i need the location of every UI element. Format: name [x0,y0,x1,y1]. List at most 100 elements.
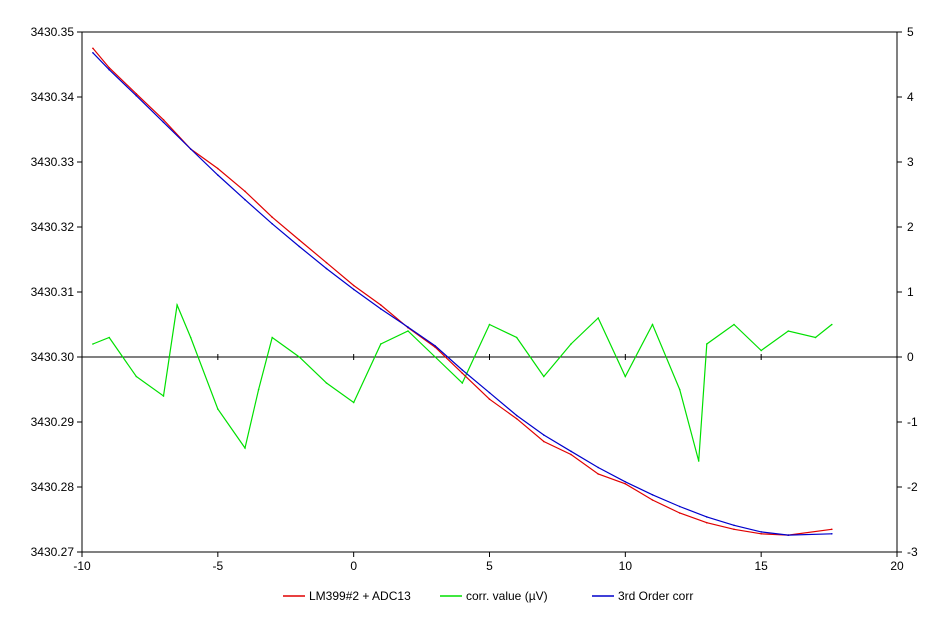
data-point [706,521,708,524]
data-point [787,330,790,332]
legend-label: 3rd Order corr [618,589,693,603]
data-point [831,533,833,535]
data-point [515,336,518,339]
data-point [831,323,833,326]
y2-tick-label: -2 [907,480,918,494]
data-point [461,369,464,371]
data-point [352,401,355,404]
data-point [217,167,219,170]
data-point [733,524,735,527]
data-point [271,223,274,225]
data-point [92,52,94,54]
data-point [434,345,437,347]
y-tick-label: 3430.29 [31,415,75,429]
data-point [651,499,654,501]
data-point [257,388,260,391]
data-point [176,304,178,306]
data-point [217,174,219,176]
data-point [189,148,192,150]
data-point [325,261,328,264]
data-point [651,323,654,326]
data-point [244,447,246,449]
data-point [162,395,165,397]
y2-tick-label: -3 [907,545,918,559]
data-point [108,336,110,339]
y2-tick-label: 0 [907,350,914,364]
data-point [298,245,301,248]
data-point [624,481,627,483]
y2-tick-label: 1 [907,285,914,299]
data-point [298,239,301,241]
axes: -10 -5 0 5 10 15 203430.273430.283430.293430.3… [31,25,918,573]
data-point [352,288,355,291]
data-point [697,460,700,462]
series-line [92,302,833,462]
legend-label: LM399#2 + ADC13 [309,589,411,603]
data-point [515,417,518,420]
y2-tick-label: 2 [907,220,914,234]
data-point [814,336,817,339]
data-point [135,375,138,378]
data-point [244,190,246,193]
data-point [651,494,654,496]
data-point [733,323,735,326]
data-point [380,343,382,345]
data-point [189,336,192,339]
data-point [570,453,572,456]
x-tick-label: 10 [619,559,633,573]
x-tick-label: -5 [212,559,223,573]
data-point [352,284,355,287]
data-point [407,326,409,328]
data-point [570,343,572,345]
data-point [624,483,627,485]
data-point [488,398,491,401]
data-point [831,528,833,531]
series-line [92,47,832,536]
data-point [92,343,94,345]
data-point [108,68,110,71]
x-tick-label: 15 [754,559,768,573]
data-point [162,119,165,121]
legend: LM399#2 + ADC13 corr. value (µV) 3rd Order… [283,589,693,603]
plot-area [92,47,833,536]
data-point [760,533,762,535]
y2-tick-label: 4 [907,90,914,104]
data-point [271,336,274,339]
data-point [760,349,762,352]
data-point [515,414,518,417]
y-tick-label: 3430.28 [31,480,75,494]
data-point [217,408,219,410]
data-point [678,388,681,391]
data-point [678,505,681,508]
data-point [380,304,382,306]
data-point [271,216,274,218]
data-point [461,382,464,384]
y2-tick-label: -1 [907,415,918,429]
y-tick-label: 3430.35 [31,25,75,39]
x-tick-label: 0 [350,559,357,573]
data-point [733,528,735,531]
data-point [597,466,599,469]
data-point [787,534,790,536]
data-point [380,308,382,310]
data-point [706,516,708,518]
data-point [624,375,627,378]
plot-frame [81,31,898,553]
y-tick-label: 3430.32 [31,220,75,234]
data-point [488,323,491,326]
data-point [543,440,545,443]
x-tick-label: 20 [890,559,904,573]
y2-tick-label: 5 [907,25,914,39]
y-tick-label: 3430.34 [31,90,75,104]
y-tick-label: 3430.31 [31,285,75,299]
data-point [760,531,762,533]
data-point [597,317,599,319]
series-line [92,52,832,536]
x-tick-label: 5 [486,559,493,573]
data-point [706,343,708,345]
data-point [108,66,110,69]
data-point [434,356,437,358]
data-point [135,94,138,97]
data-point [92,47,94,50]
